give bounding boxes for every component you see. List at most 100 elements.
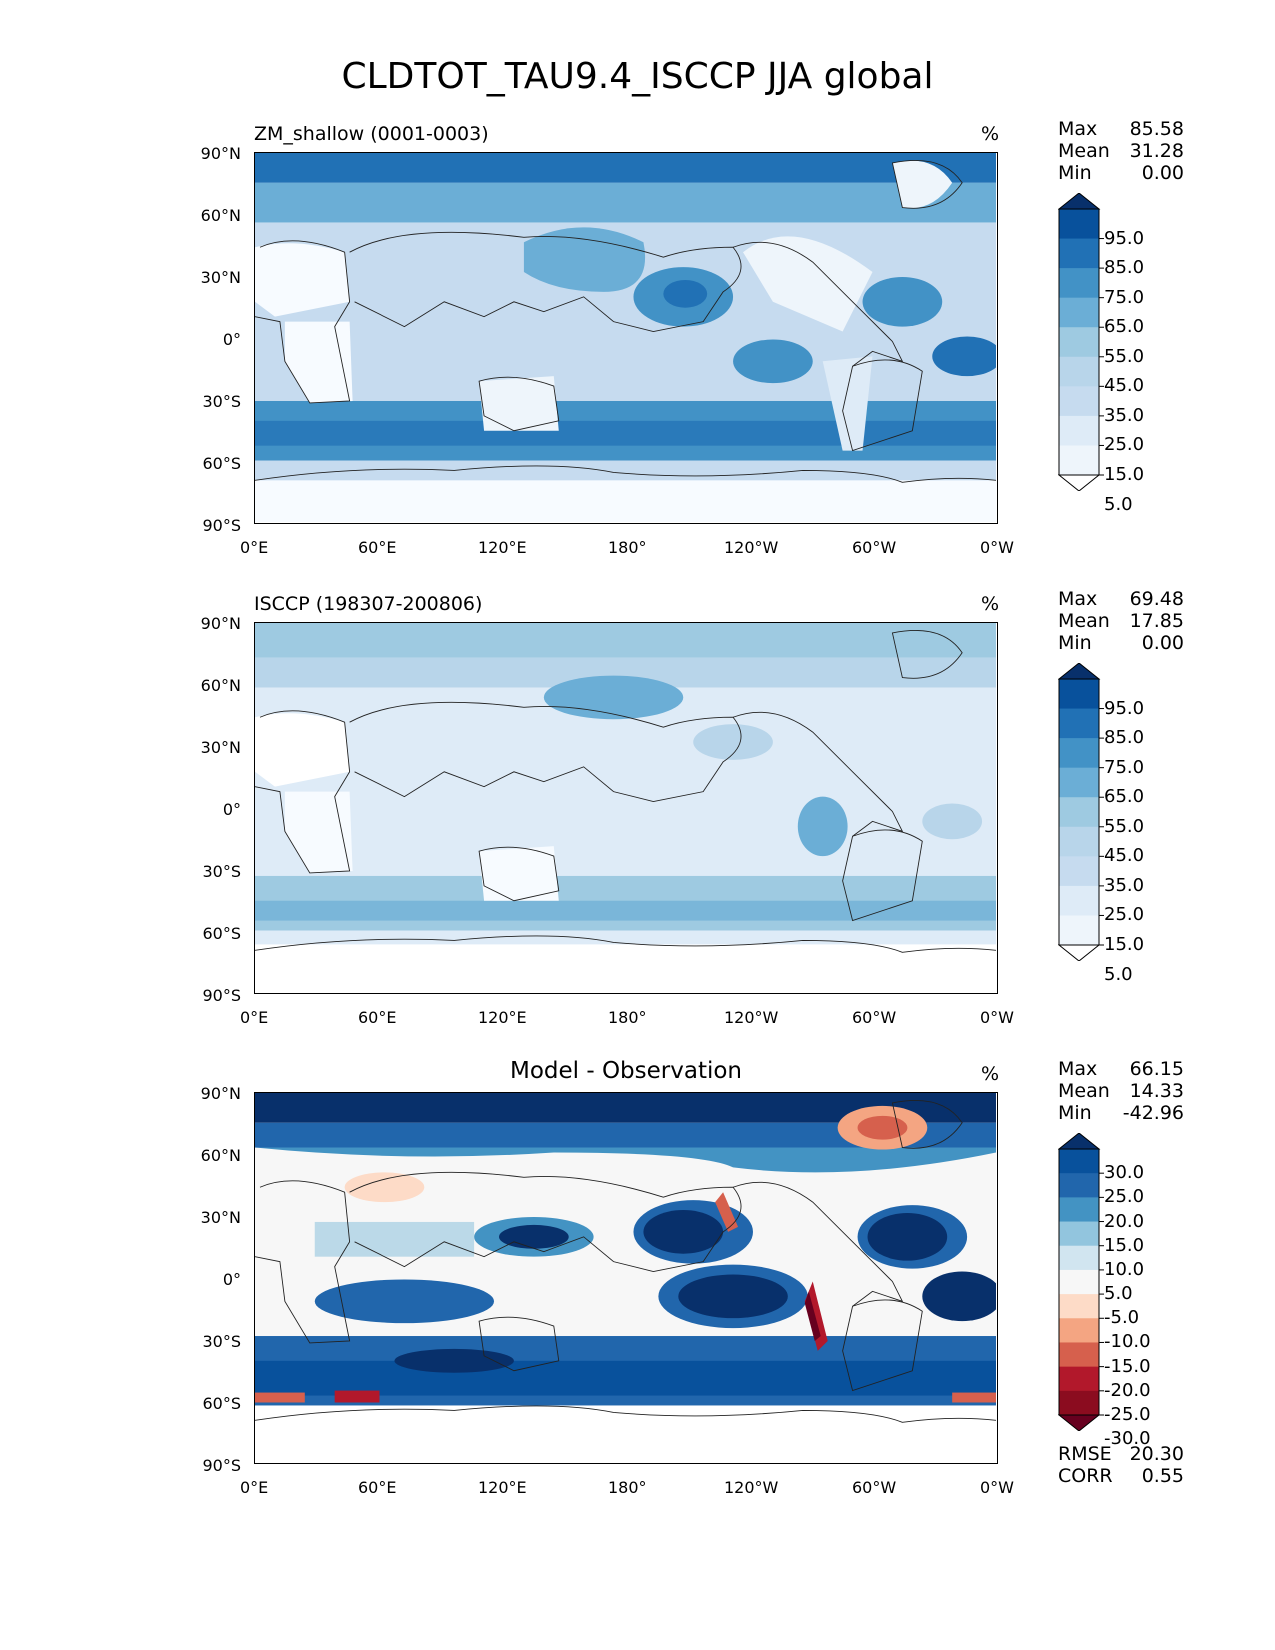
colorbar-outline <box>1058 208 1100 476</box>
colorbar-tick-label: 15.0 <box>1104 1234 1145 1256</box>
lat-label: 0° <box>222 330 241 349</box>
lat-label: 90°S <box>202 1456 241 1475</box>
colorbar-segment <box>1059 415 1099 446</box>
metric-label: RMSE <box>1058 1443 1112 1465</box>
colorbar-segment <box>1059 445 1099 476</box>
lon-label: 0°W <box>980 538 1014 557</box>
colorbar-tick-label: 95.0 <box>1104 697 1145 719</box>
colorbar-segment <box>1059 679 1099 710</box>
colorbar-segment <box>1059 1294 1099 1319</box>
colorbar-segment <box>1059 885 1099 916</box>
colorbar-tick-label: 85.0 <box>1104 727 1145 749</box>
lon-label: 120°E <box>478 1008 527 1027</box>
stat-label: Min <box>1058 162 1092 184</box>
stat-value: 17.85 <box>1129 610 1184 632</box>
colorbar-extend-bottom <box>1058 944 1101 961</box>
panel-1-stats: Max 85.58 Mean 31.28 Min 0.00 <box>1058 118 1184 184</box>
colorbar-tick-label: 5.0 <box>1104 963 1133 985</box>
colorbar-tick-label: 20.0 <box>1104 1210 1145 1232</box>
colorbar-tick-label: 15.0 <box>1104 464 1145 485</box>
stat-label: Mean <box>1058 1080 1110 1102</box>
colorbar-segment <box>1059 856 1099 887</box>
colorbar-segment <box>1059 1245 1099 1271</box>
stat-label: Min <box>1058 632 1092 654</box>
stat-label: Max <box>1058 588 1098 610</box>
panel-1-colorbar <box>1058 193 1104 491</box>
lat-label: 60°N <box>200 676 241 695</box>
colorbar-extend-top <box>1058 663 1101 680</box>
colorbar-tick-label: 35.0 <box>1104 874 1145 896</box>
colorbar-outline <box>1058 678 1100 946</box>
lon-label: 60°E <box>358 1008 397 1027</box>
lon-label: 120°W <box>724 1008 779 1027</box>
stat-label: Max <box>1058 1058 1098 1080</box>
panel-3-title: Model - Observation <box>509 1058 743 1084</box>
stat-value: 31.28 <box>1129 140 1184 162</box>
panel-3-unit: % <box>981 1063 1000 1085</box>
stat-value: 69.48 <box>1129 588 1184 610</box>
colorbar-segment <box>1059 238 1099 269</box>
colorbar-tick-label: 95.0 <box>1104 227 1145 249</box>
lat-label: 90°N <box>200 614 241 633</box>
colorbar-tick-label: 55.0 <box>1104 815 1145 837</box>
colorbar-tick-label: -25.0 <box>1104 1404 1151 1425</box>
colorbar-tick-label: -30.0 <box>1104 1428 1151 1450</box>
stat-value: 85.58 <box>1129 118 1184 140</box>
colorbar-segment <box>1059 268 1099 299</box>
colorbar-extend-bottom <box>1058 474 1101 491</box>
colorbar-segment <box>1059 209 1099 240</box>
lat-label: 90°N <box>200 144 241 163</box>
stat-label: Max <box>1058 118 1098 140</box>
metric-label: CORR <box>1058 1465 1113 1487</box>
colorbar-segment <box>1059 708 1099 739</box>
colorbar-tick-label: 65.0 <box>1104 786 1145 808</box>
colorbar-tick-label: 75.0 <box>1104 286 1145 308</box>
lat-label: 90°S <box>202 516 241 535</box>
stat-value: 14.33 <box>1129 1080 1184 1102</box>
panel-2-title: ISCCP (198307-200806) <box>254 593 483 615</box>
lat-label: 30°S <box>202 862 241 881</box>
colorbar-tick-label: 85.0 <box>1104 257 1145 279</box>
metric-value: 20.30 <box>1129 1443 1184 1465</box>
panel-1-title: ZM_shallow (0001-0003) <box>254 123 489 145</box>
colorbar-extend-top <box>1058 1133 1101 1150</box>
colorbar-tick-label: 75.0 <box>1104 756 1145 778</box>
colorbar-tick-label: 45.0 <box>1104 375 1145 397</box>
panel-2-map <box>254 622 998 994</box>
stat-value: 0.00 <box>1141 162 1184 184</box>
lat-label: 60°N <box>200 206 241 225</box>
lon-label: 0°W <box>980 1008 1014 1027</box>
panel-3-colorbar <box>1058 1133 1104 1431</box>
colorbar-segment <box>1059 797 1099 828</box>
stat-value: -42.96 <box>1122 1102 1184 1124</box>
lat-label: 30°N <box>200 738 241 757</box>
lon-label: 120°W <box>724 538 779 557</box>
colorbar-segment <box>1059 1342 1099 1368</box>
lon-label: 0°E <box>240 1008 269 1027</box>
lon-label: 0°W <box>980 1478 1014 1497</box>
panel-2-colorbar <box>1058 663 1104 961</box>
colorbar-tick-label: 45.0 <box>1104 845 1145 867</box>
colorbar-extend-bottom <box>1058 1414 1101 1431</box>
colorbar-tick-label: 25.0 <box>1104 1186 1145 1208</box>
panel-2-unit: % <box>981 593 1000 615</box>
colorbar-tick-label: -5.0 <box>1104 1307 1140 1329</box>
lon-label: 0°E <box>240 1478 269 1497</box>
colorbar-segment <box>1059 386 1099 417</box>
colorbar-segment <box>1059 767 1099 798</box>
colorbar-segment <box>1059 1269 1099 1295</box>
lon-label: 0°E <box>240 538 269 557</box>
lon-label: 120°E <box>478 538 527 557</box>
lon-label: 60°W <box>852 538 897 557</box>
stat-label: Min <box>1058 1102 1092 1124</box>
colorbar-segment <box>1059 1149 1099 1174</box>
lat-label: 60°S <box>202 454 241 473</box>
colorbar-tick-label: -20.0 <box>1104 1379 1151 1401</box>
lon-label: 180° <box>608 538 647 557</box>
colorbar-segment <box>1059 1366 1099 1392</box>
colorbar-segment <box>1059 826 1099 857</box>
lat-label: 60°S <box>202 1394 241 1413</box>
colorbar-tick-label: 35.0 <box>1104 404 1145 426</box>
lat-label: 30°S <box>202 392 241 411</box>
lon-label: 120°W <box>724 1478 779 1497</box>
